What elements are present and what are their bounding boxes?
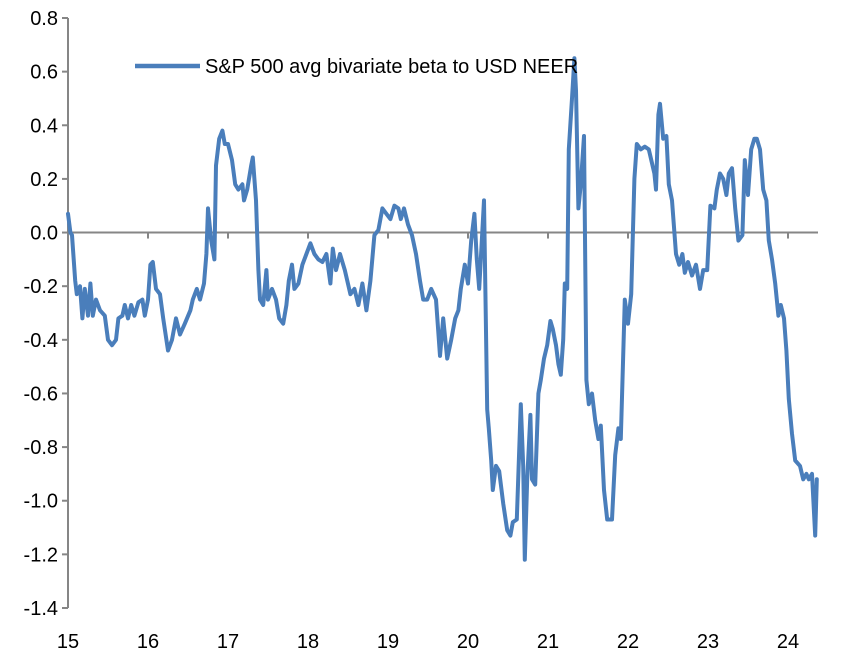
y-tick-label: 0.6 xyxy=(30,62,58,84)
x-tick-label: 19 xyxy=(377,631,399,653)
x-tick-label: 18 xyxy=(297,631,319,653)
x-tick-label: 16 xyxy=(137,631,159,653)
legend: S&P 500 avg bivariate beta to USD NEER xyxy=(135,56,578,78)
legend-label: S&P 500 avg bivariate beta to USD NEER xyxy=(205,56,578,78)
y-tick-label: -0.8 xyxy=(24,437,58,459)
series-group xyxy=(66,56,819,562)
y-tick-label: 0.2 xyxy=(30,169,58,191)
y-tick-label: 0.4 xyxy=(30,115,58,137)
x-tick-label: 21 xyxy=(537,631,559,653)
y-tick-label: -0.6 xyxy=(24,383,58,405)
y-axis: 0.8 0.6 0.4 0.2 0.0 -0.2 -0.4 -0.6 -0.8 -1.0 -1.2 -… xyxy=(24,8,69,620)
series-line-0 xyxy=(66,56,819,562)
x-tick-label: 15 xyxy=(57,631,79,653)
x-tick-label: 22 xyxy=(617,631,639,653)
x-tick-label: 23 xyxy=(697,631,719,653)
x-axis: 15 16 17 18 19 20 21 22 23 24 xyxy=(57,231,818,653)
x-tick-label: 20 xyxy=(457,631,479,653)
x-tick-label: 17 xyxy=(217,631,239,653)
x-tick-label: 24 xyxy=(777,631,799,653)
y-tick-label: 0.0 xyxy=(30,223,58,245)
y-tick-label: -1.4 xyxy=(24,598,58,620)
y-tick-label: -1.0 xyxy=(24,491,58,513)
y-tick-label: -1.2 xyxy=(24,544,58,566)
y-tick-label: -0.4 xyxy=(24,330,58,352)
y-tick-label: 0.8 xyxy=(30,8,58,30)
y-tick-label: -0.2 xyxy=(24,276,58,298)
